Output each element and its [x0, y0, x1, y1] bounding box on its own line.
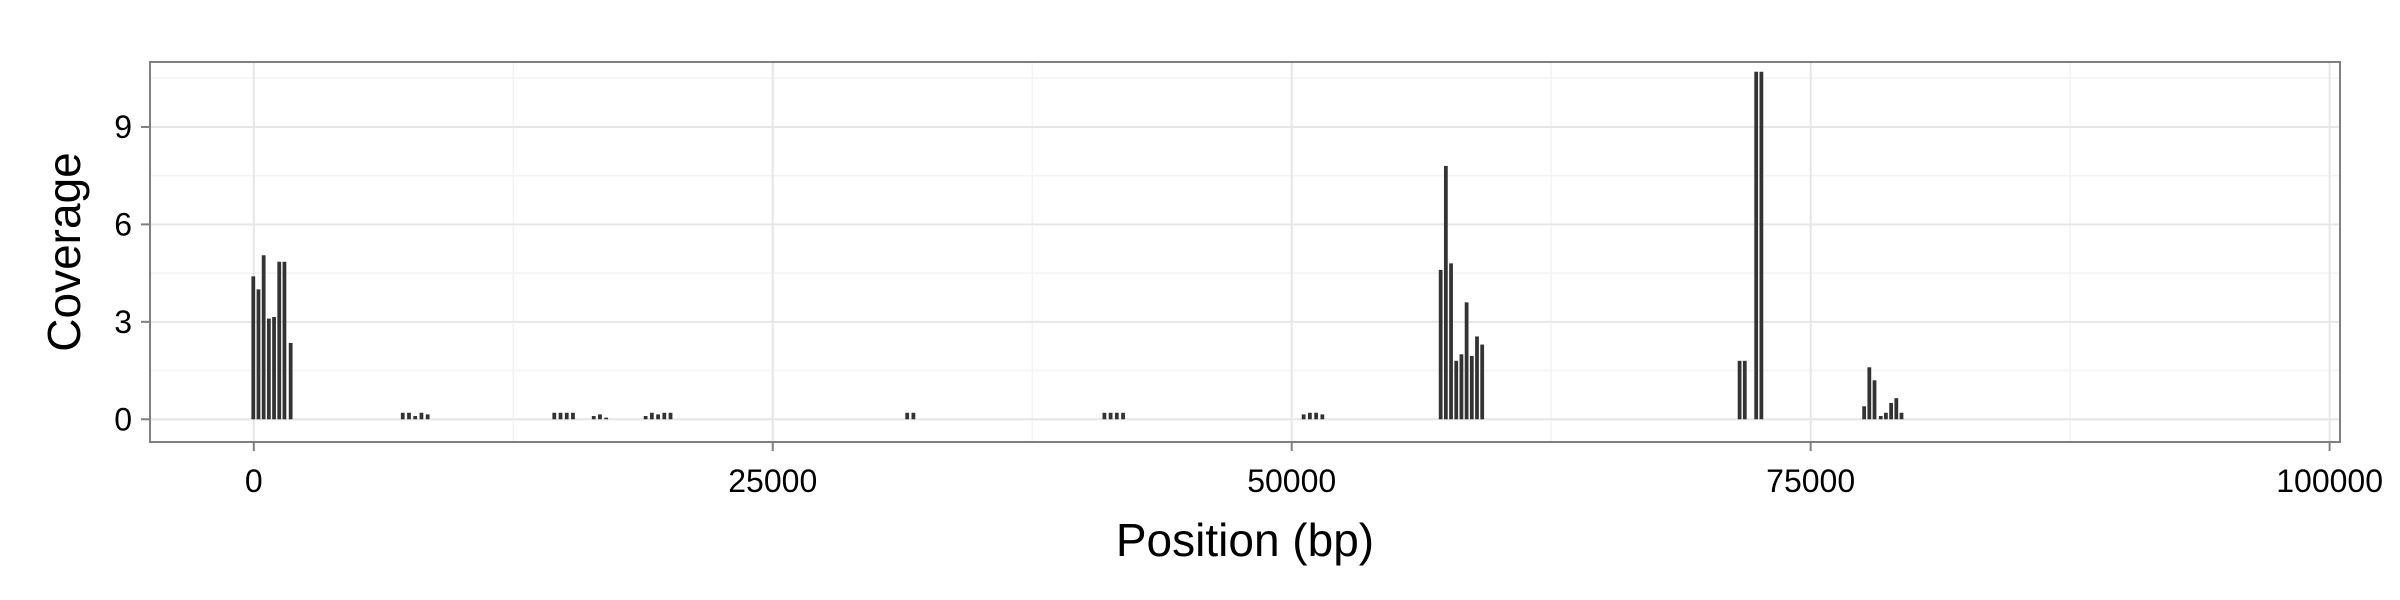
- coverage-bar: [1314, 412, 1319, 420]
- coverage-bar: [1443, 165, 1448, 420]
- coverage-bar: [1889, 403, 1894, 420]
- y-tick-label: 0: [114, 401, 132, 437]
- coverage-bar: [1320, 414, 1325, 420]
- y-tick-label: 6: [114, 206, 132, 242]
- coverage-bar: [1475, 336, 1479, 420]
- coverage-bar: [1108, 412, 1113, 420]
- plot-panel: [150, 62, 2340, 442]
- coverage-bar: [1480, 344, 1485, 420]
- coverage-bar: [256, 289, 261, 420]
- minor-gridlines: [150, 62, 2340, 442]
- coverage-bar: [1872, 380, 1877, 420]
- coverage-bar: [662, 412, 667, 420]
- x-axis-title: Position (bp): [1116, 514, 1374, 566]
- coverage-bar: [282, 261, 287, 420]
- coverage-bar: [552, 412, 557, 420]
- coverage-bars: [251, 71, 1904, 420]
- coverage-bar: [1862, 406, 1867, 420]
- coverage-bar: [668, 412, 673, 420]
- y-axis-title: Coverage: [38, 152, 90, 351]
- coverage-bar: [558, 412, 563, 420]
- coverage-bar: [1469, 355, 1474, 420]
- coverage-bar: [905, 412, 910, 420]
- coverage-bar: [1459, 354, 1464, 420]
- coverage-bar: [643, 416, 648, 420]
- coverage-bar: [571, 412, 575, 420]
- x-tick-label: 75000: [1766, 463, 1855, 499]
- x-tick-label: 25000: [728, 463, 817, 499]
- coverage-bar: [1894, 398, 1899, 420]
- coverage-bar: [261, 255, 266, 420]
- coverage-bar: [1742, 360, 1747, 420]
- y-tick-label: 9: [114, 109, 132, 145]
- panel-border: [149, 61, 2341, 443]
- coverage-bar: [1867, 367, 1872, 420]
- coverage-bar: [1899, 412, 1904, 420]
- coverage-bar: [413, 416, 418, 420]
- y-axis: 0 3 6 9: [114, 109, 150, 437]
- coverage-bar: [407, 412, 411, 420]
- y-tick-label: 3: [114, 304, 132, 340]
- coverage-bar: [272, 316, 276, 420]
- coverage-bar: [1464, 302, 1469, 420]
- coverage-bar: [1754, 71, 1759, 420]
- coverage-bar: [288, 342, 293, 420]
- coverage-bar: [1114, 412, 1119, 420]
- coverage-bar: [419, 412, 424, 420]
- x-axis: 0 25000 50000 75000 100000: [245, 442, 2383, 499]
- coverage-bar: [251, 276, 256, 420]
- x-tick-label: 50000: [1247, 463, 1336, 499]
- coverage-bar: [604, 417, 609, 420]
- coverage-bar: [1301, 414, 1306, 420]
- coverage-bar: [591, 416, 596, 420]
- coverage-bar: [1438, 269, 1443, 420]
- coverage-bar: [1121, 412, 1125, 420]
- coverage-bar: [400, 412, 405, 420]
- coverage-bar: [1884, 412, 1888, 420]
- coverage-bar: [911, 412, 916, 420]
- major-gridlines: [150, 62, 2340, 442]
- coverage-bar: [1878, 416, 1883, 420]
- coverage-bar: [1737, 360, 1742, 420]
- coverage-bar: [425, 414, 430, 420]
- coverage-bar: [649, 412, 654, 420]
- x-tick-label: 100000: [2276, 463, 2383, 499]
- coverage-bar: [277, 261, 282, 420]
- coverage-bar: [598, 414, 602, 420]
- coverage-bar: [1759, 71, 1764, 420]
- coverage-bar: [1454, 360, 1459, 420]
- x-tick-label: 0: [245, 463, 263, 499]
- coverage-bar: [1449, 263, 1453, 420]
- coverage-bar: [1102, 412, 1107, 420]
- coverage-bar: [266, 318, 271, 420]
- coverage-bar: [1308, 412, 1312, 420]
- coverage-bar: [564, 412, 569, 420]
- coverage-bar: [656, 414, 660, 420]
